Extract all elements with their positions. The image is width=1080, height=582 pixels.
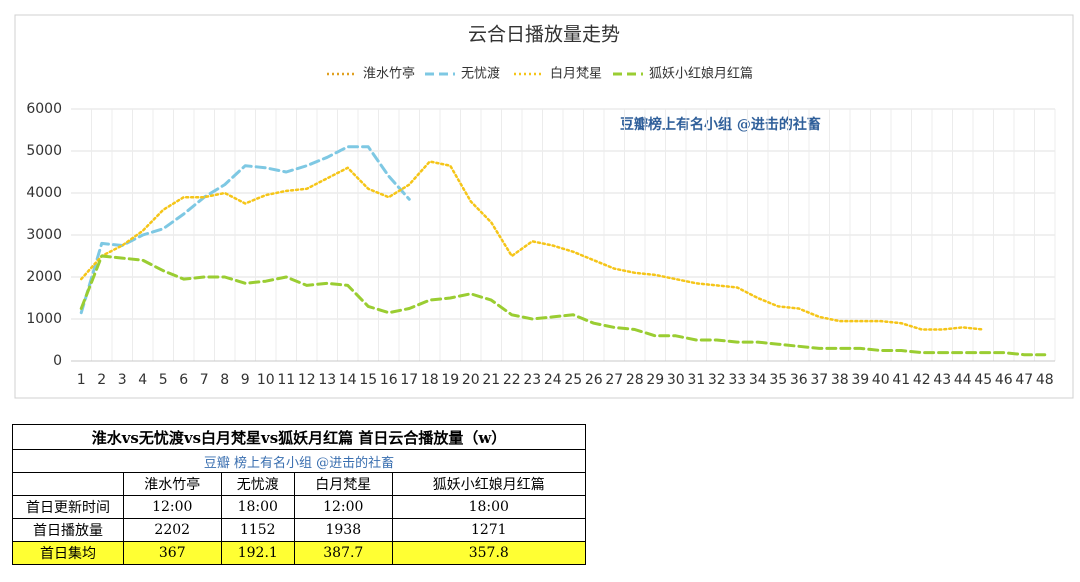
x-tick-label: 23 (523, 372, 541, 388)
x-tick-label: 43 (933, 372, 951, 388)
series-line (79, 145, 411, 315)
y-tick-label: 2000 (26, 269, 62, 285)
x-tick-label: 12 (298, 372, 316, 388)
x-tick-label: 17 (400, 372, 418, 388)
y-tick-label: 6000 (26, 101, 62, 117)
table-subtitle: 豆瓣 榜上有名小组 @进击的社畜 (12, 449, 586, 473)
x-tick-label: 26 (585, 372, 603, 388)
corner-cell (12, 472, 124, 496)
y-tick-label: 3000 (26, 227, 62, 243)
x-tick-label: 39 (851, 372, 869, 388)
legend-label: 淮水竹亭 (363, 66, 415, 82)
series-line (80, 160, 985, 331)
row-label: 首日更新时间 (12, 495, 124, 519)
x-tick-label: 35 (769, 372, 787, 388)
legend-label: 白月梵星 (550, 66, 602, 82)
x-tick-label: 38 (831, 372, 849, 388)
y-tick-label: 4000 (26, 185, 62, 201)
chart-title: 云合日播放量走势 (468, 24, 620, 46)
x-tick-label: 2 (97, 372, 106, 388)
table-row: 首日更新时间 12:00 18:00 12:00 18:00 (12, 495, 587, 519)
cell: 192.1 (220, 541, 296, 565)
cell: 1152 (220, 518, 296, 542)
x-tick-label: 40 (872, 372, 890, 388)
chart: 云合日播放量走势 豆瓣榜上有名小组 @进击的社畜 0 1000 2000 3000 40… (14, 14, 1074, 399)
legend-label: 狐妖小红娘月红篇 (649, 66, 753, 82)
x-tick-label: 19 (441, 372, 459, 388)
x-tick-label: 15 (359, 372, 377, 388)
x-tick-label: 10 (257, 372, 275, 388)
x-tick-label: 44 (954, 372, 972, 388)
legend-label: 无忧渡 (461, 66, 500, 82)
table: 淮水vs无忧渡vs白月梵星vs狐妖月红篇 首日云合播放量（w） 豆瓣 榜上有名小… (12, 424, 587, 565)
series-line (79, 254, 1047, 357)
cell: 1271 (391, 518, 587, 542)
x-tick-label: 3 (118, 372, 127, 388)
table-row: 首日播放量 2202 1152 1938 1271 (12, 518, 587, 542)
header-cell: 白月梵星 (294, 472, 393, 496)
table-row: 首日集均 367 192.1 387.7 357.8 (12, 541, 587, 565)
cell: 18:00 (391, 495, 587, 519)
x-tick-label: 36 (790, 372, 808, 388)
y-tick-label: 5000 (26, 143, 62, 159)
x-tick-label: 34 (749, 372, 767, 388)
x-tick-label: 30 (667, 372, 685, 388)
y-tick-label: 1000 (26, 311, 62, 327)
header-cell: 狐妖小红娘月红篇 (391, 472, 587, 496)
x-tick-label: 16 (380, 372, 398, 388)
x-tick-label: 14 (339, 372, 357, 388)
x-tick-label: 1 (77, 372, 86, 388)
cell: 12:00 (294, 495, 393, 519)
table-title: 淮水vs无忧渡vs白月梵星vs狐妖月红篇 首日云合播放量（w） (12, 424, 586, 450)
x-tick-label: 37 (810, 372, 828, 388)
x-tick-label: 46 (995, 372, 1013, 388)
cell: 12:00 (123, 495, 222, 519)
row-label: 首日集均 (12, 541, 124, 565)
x-tick-label: 11 (277, 372, 295, 388)
x-tick-label: 5 (159, 372, 168, 388)
x-tick-label: 9 (241, 372, 250, 388)
x-tick-label: 7 (200, 372, 209, 388)
x-tick-label: 6 (179, 372, 188, 388)
x-tick-label: 33 (728, 372, 746, 388)
x-tick-label: 31 (687, 372, 705, 388)
cell: 387.7 (294, 541, 393, 565)
x-tick-label: 22 (503, 372, 521, 388)
cell: 2202 (123, 518, 222, 542)
x-tick-label: 13 (318, 372, 336, 388)
x-tick-label: 18 (421, 372, 439, 388)
x-tick-label: 41 (892, 372, 910, 388)
y-tick-label: 0 (53, 353, 62, 369)
annotation: 豆瓣榜上有名小组 @进击的社畜 (620, 116, 821, 133)
x-tick-label: 24 (544, 372, 562, 388)
header-cell: 无忧渡 (220, 472, 296, 496)
x-tick-label: 27 (605, 372, 623, 388)
row-label: 首日播放量 (12, 518, 124, 542)
x-tick-label: 47 (1015, 372, 1033, 388)
x-tick-label: 4 (138, 372, 147, 388)
cell: 367 (123, 541, 222, 565)
x-tick-label: 21 (482, 372, 500, 388)
x-tick-label: 20 (462, 372, 480, 388)
x-tick-label: 42 (913, 372, 931, 388)
x-tick-label: 45 (974, 372, 992, 388)
cell: 1938 (294, 518, 393, 542)
x-tick-label: 8 (220, 372, 229, 388)
x-tick-label: 48 (1036, 372, 1054, 388)
x-tick-label: 25 (564, 372, 582, 388)
header-cell: 淮水竹亭 (123, 472, 222, 496)
x-tick-label: 28 (626, 372, 644, 388)
cell: 357.8 (391, 541, 587, 565)
x-tick-label: 29 (646, 372, 664, 388)
cell: 18:00 (220, 495, 296, 519)
x-tick-label: 32 (708, 372, 726, 388)
